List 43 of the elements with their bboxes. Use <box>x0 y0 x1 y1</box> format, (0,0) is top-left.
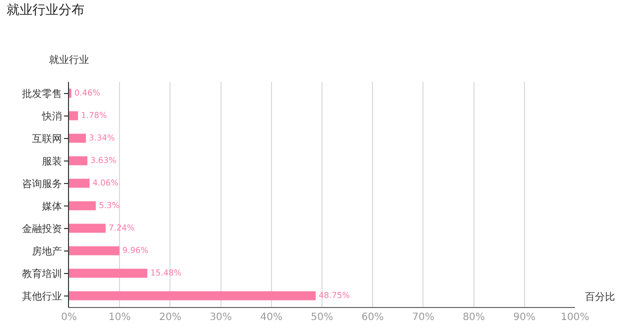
x-tick-label: 0% <box>61 312 77 323</box>
data-label: 5.3% <box>98 200 120 210</box>
x-tick-label: 90% <box>513 312 536 323</box>
x-tick-label: 50% <box>310 312 334 323</box>
data-label: 1.78% <box>81 110 108 120</box>
x-axis-title: 百分比 <box>585 291 615 303</box>
bar <box>69 111 78 120</box>
data-label: 15.48% <box>150 267 182 278</box>
y-tick-label: 金融投资 <box>22 222 62 235</box>
x-tick-label: 60% <box>361 312 384 323</box>
y-tick-label: 互联网 <box>32 132 62 145</box>
bar <box>69 134 86 143</box>
data-label: 9.96% <box>122 244 149 255</box>
data-label: 0.46% <box>74 87 101 98</box>
y-tick-label: 房地产 <box>32 245 62 258</box>
y-tick-label: 其他行业 <box>22 290 62 302</box>
chart-title: 就业行业分布 <box>6 3 84 18</box>
x-tick-label: 20% <box>159 312 182 323</box>
data-label: 3.63% <box>90 154 117 165</box>
bar <box>69 178 90 188</box>
x-tick-label: 30% <box>210 312 232 323</box>
x-tick-label: 10% <box>108 312 131 323</box>
bar <box>69 246 120 256</box>
x-tick-label: 100% <box>560 312 590 323</box>
bar <box>69 268 148 278</box>
x-tick-label: 80% <box>462 312 485 323</box>
bar <box>69 291 316 300</box>
y-tick-label: 快消 <box>41 110 62 122</box>
y-axis-title: 就业行业 <box>49 54 89 66</box>
x-tick-label: 40% <box>260 312 283 323</box>
bar <box>69 224 106 233</box>
data-label: 7.24% <box>108 222 135 232</box>
y-tick-label: 服装 <box>42 155 62 168</box>
y-tick-label: 媒体 <box>42 200 62 212</box>
y-tick-label: 咨询服务 <box>22 178 62 190</box>
data-label: 48.75% <box>318 290 350 300</box>
y-tick-label: 批发零售 <box>22 88 62 100</box>
data-label: 3.34% <box>88 132 116 142</box>
x-tick-label: 70% <box>412 312 434 323</box>
y-tick-label: 教育培训 <box>22 268 62 280</box>
data-label: 4.06% <box>92 177 119 188</box>
bar <box>69 201 96 210</box>
bar <box>69 156 88 166</box>
